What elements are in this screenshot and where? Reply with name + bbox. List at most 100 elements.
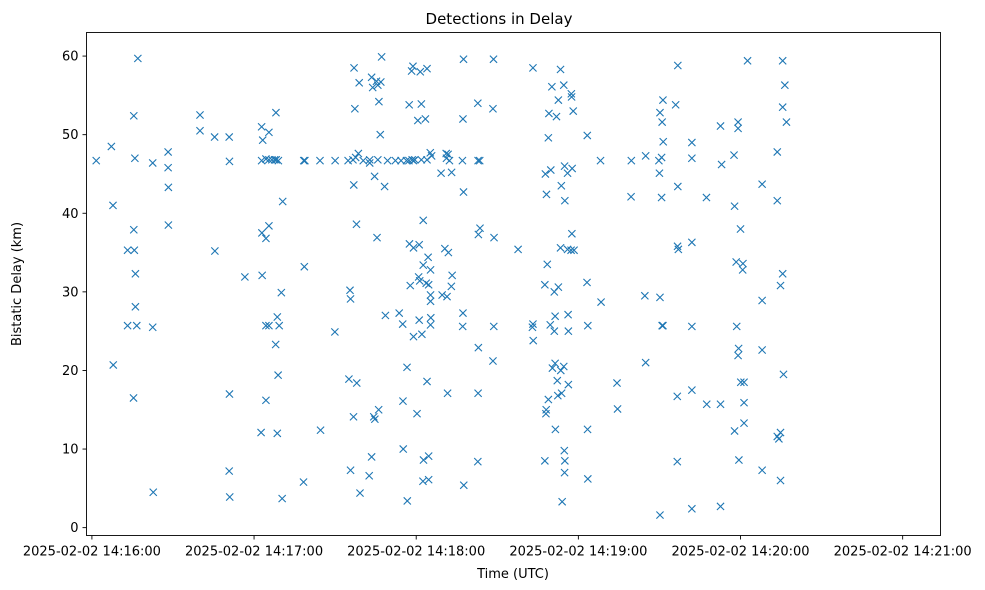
data-point	[528, 320, 537, 329]
y-tick-label: 50	[62, 128, 79, 143]
data-point	[123, 246, 132, 255]
data-point	[316, 426, 325, 435]
data-point	[567, 246, 576, 255]
x-axis: 2025-02-02 14:16:00 2025-02-02 14:17:00 20…	[23, 535, 972, 560]
data-point	[257, 428, 266, 437]
data-point	[352, 379, 361, 388]
data-point	[349, 180, 358, 189]
data-point	[416, 67, 425, 76]
data-point	[354, 149, 363, 158]
data-point	[278, 494, 287, 503]
data-point	[346, 294, 355, 303]
data-point	[687, 138, 696, 147]
data-point	[673, 242, 682, 251]
data-point	[716, 502, 725, 511]
data-point	[149, 488, 158, 497]
y-tick-label: 20	[62, 364, 79, 379]
data-point	[377, 52, 386, 61]
data-point	[627, 192, 636, 201]
data-point	[225, 157, 234, 166]
data-point	[406, 281, 415, 290]
data-point	[778, 269, 787, 278]
data-point	[423, 377, 432, 386]
data-point	[551, 312, 560, 321]
data-point	[553, 376, 562, 385]
data-point	[380, 182, 389, 191]
data-point	[734, 118, 743, 127]
data-point	[92, 156, 101, 165]
data-point	[490, 233, 499, 242]
data-point	[426, 320, 435, 329]
data-point	[346, 286, 354, 295]
data-point	[474, 343, 483, 352]
data-point	[544, 133, 553, 142]
data-point	[299, 478, 308, 487]
data-point	[123, 321, 132, 330]
data-point	[437, 169, 446, 178]
data-point	[271, 108, 280, 117]
data-point	[488, 104, 497, 113]
data-point	[655, 293, 664, 302]
data-point	[541, 169, 550, 178]
data-point	[541, 409, 550, 418]
y-axis-label: Bistatic Delay (km)	[10, 222, 25, 346]
data-point	[640, 291, 649, 300]
y-tick-label: 40	[62, 207, 79, 222]
data-point	[740, 419, 749, 428]
data-point	[734, 124, 743, 133]
y-axis: 0 10 20 30 40 50 60	[62, 50, 87, 536]
data-point	[547, 82, 556, 91]
data-point	[257, 228, 266, 237]
data-point	[426, 297, 435, 306]
y-tick-label: 30	[62, 285, 79, 300]
points-layer	[92, 52, 791, 520]
data-point	[370, 415, 379, 424]
data-point	[569, 107, 578, 116]
data-point	[264, 128, 273, 137]
data-point	[299, 156, 308, 165]
data-point	[196, 111, 204, 120]
data-point	[730, 426, 739, 435]
data-point	[398, 397, 407, 406]
data-point	[734, 344, 743, 353]
data-point	[568, 164, 577, 173]
data-point	[702, 193, 711, 202]
data-point	[225, 493, 234, 501]
data-point	[489, 55, 498, 64]
data-point	[758, 180, 767, 189]
data-point	[514, 245, 523, 254]
data-point	[330, 327, 339, 336]
data-point	[655, 511, 664, 520]
data-point	[421, 114, 430, 123]
data-point	[108, 201, 117, 210]
data-point	[459, 55, 468, 64]
data-point	[367, 73, 376, 82]
data-point	[717, 160, 726, 169]
data-point	[349, 412, 358, 421]
data-point	[473, 457, 482, 466]
data-point	[368, 83, 377, 92]
plot-area	[86, 32, 941, 536]
data-point	[583, 278, 591, 287]
data-point	[583, 474, 592, 483]
data-point	[658, 118, 667, 127]
data-point	[424, 475, 433, 484]
data-point	[316, 156, 324, 165]
data-point	[369, 412, 378, 421]
data-point	[716, 400, 725, 409]
data-point	[350, 104, 359, 113]
data-point	[546, 320, 555, 329]
data-point	[274, 371, 283, 380]
data-point	[773, 147, 782, 156]
data-point	[410, 155, 419, 164]
data-point	[554, 283, 563, 292]
data-point	[736, 224, 745, 233]
data-point	[557, 181, 566, 190]
data-point	[133, 54, 142, 63]
data-point	[225, 467, 234, 476]
data-point	[550, 327, 559, 336]
data-point	[351, 153, 360, 162]
data-point	[613, 379, 621, 388]
data-point	[415, 316, 424, 325]
